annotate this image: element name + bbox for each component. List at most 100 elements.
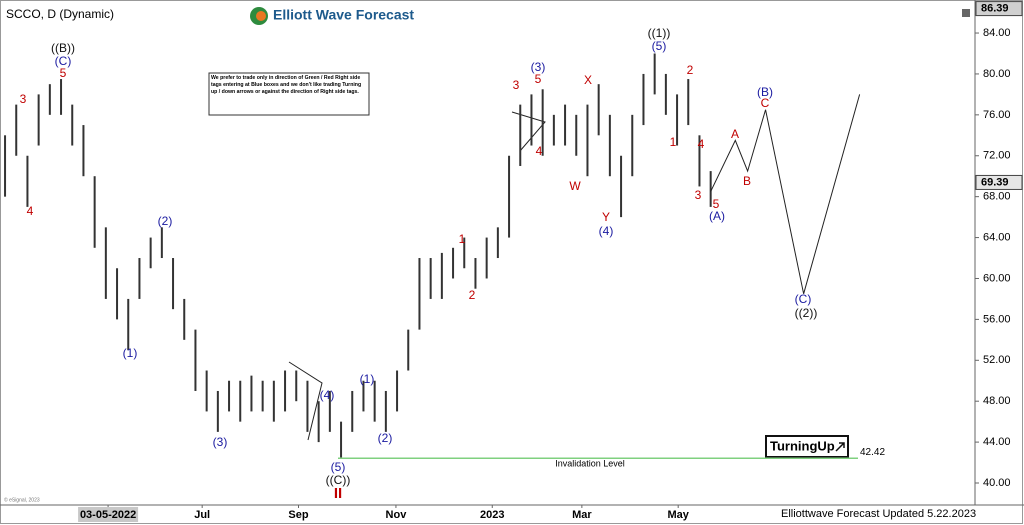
- note: We prefer to trade only in direction of …: [211, 75, 362, 96]
- badge-box: [765, 435, 849, 458]
- price-bar: [127, 298, 130, 351]
- wave-label: ((2)): [795, 306, 818, 320]
- price-bar: [71, 104, 74, 146]
- wave-label: C: [761, 96, 770, 110]
- y-tick-label: 76.00: [983, 109, 1011, 121]
- wave-label: (2): [158, 214, 173, 228]
- wave-label: 1: [459, 232, 466, 246]
- wave-label: B: [743, 174, 751, 188]
- wave-label: 5: [713, 197, 720, 211]
- price-bar: [586, 104, 589, 177]
- wave-label: II: [334, 485, 342, 502]
- copyright: © eSignal, 2023: [4, 496, 40, 503]
- wave-label: (4): [320, 388, 335, 402]
- price-bar: [485, 237, 488, 279]
- price-bar: [642, 73, 645, 126]
- wave-label: W: [569, 179, 581, 193]
- price-bar: [440, 252, 443, 299]
- price-bar: [93, 176, 96, 248]
- price-bar: [138, 258, 141, 299]
- invalidation-label: Invalidation Level: [555, 459, 625, 469]
- wave-label: X: [584, 73, 592, 87]
- y-tick-label: 44.00: [983, 436, 1011, 448]
- price-bar: [272, 380, 275, 422]
- price-bar: [709, 171, 712, 207]
- price-bar: [317, 401, 320, 443]
- price-marker-box: [975, 174, 1023, 190]
- y-tick-label: 64.00: [983, 231, 1011, 243]
- wave-label: 5: [60, 66, 67, 80]
- triangle-line: [511, 111, 546, 152]
- note-text: We prefer to trade only in direction of …: [211, 75, 362, 96]
- wave-label: (C): [795, 292, 812, 306]
- price-bar: [407, 329, 410, 371]
- price-bar: [149, 237, 152, 269]
- price-bar: [474, 258, 477, 289]
- wave-label: (3): [213, 435, 228, 449]
- price-bar: [687, 79, 690, 126]
- y-tick-label: 72.00: [983, 150, 1011, 162]
- price-bar: [295, 370, 298, 402]
- wave-label: 3: [695, 188, 702, 202]
- price-bar: [508, 155, 511, 238]
- x-tick-label: Nov: [386, 509, 408, 521]
- price-bar: [160, 227, 163, 259]
- x-tick-label: 2023: [480, 509, 504, 521]
- price-bar: [48, 84, 51, 115]
- price-bar: [284, 370, 287, 412]
- price-bar: [597, 84, 600, 136]
- price-bar: [351, 390, 354, 432]
- wave-label: Y: [602, 210, 610, 224]
- x-tick-label: 03-05-2022: [80, 509, 136, 521]
- price-bar: [104, 227, 107, 299]
- wave-label: 3: [20, 92, 27, 106]
- chart-title: SCCO, D (Dynamic): [6, 7, 114, 21]
- price-bar: [620, 155, 623, 218]
- price-bar: [664, 73, 667, 115]
- price-bar: [250, 375, 253, 412]
- price-bar: [608, 114, 611, 177]
- price-bar: [328, 390, 331, 432]
- wave-label: 4: [698, 137, 705, 151]
- price-bar: [575, 114, 578, 156]
- triangle-line: [288, 361, 323, 441]
- wave-label: 4: [536, 144, 543, 158]
- price-bar: [396, 370, 399, 412]
- y-tick-label: 60.00: [983, 272, 1011, 284]
- price-bar: [60, 79, 63, 115]
- corner-icon: [962, 9, 970, 17]
- price-bar: [306, 380, 309, 432]
- price-bar: [564, 104, 567, 146]
- price-bar: [429, 258, 432, 299]
- price-bar: [239, 380, 242, 422]
- price-bar: [463, 237, 466, 269]
- wave-label: (5): [331, 460, 346, 474]
- wave-label: 2: [687, 63, 694, 77]
- wave-label: (2): [378, 431, 393, 445]
- note-box: [208, 72, 370, 116]
- badge-arrow: [835, 442, 845, 452]
- price-bar: [496, 227, 499, 259]
- brand: Elliott Wave Forecast: [273, 7, 414, 23]
- price-bar: [373, 380, 376, 422]
- price-bar: [552, 114, 555, 146]
- price-bar: [340, 421, 343, 458]
- price-bar: [183, 298, 186, 340]
- wave-label: 1: [670, 135, 677, 149]
- price-bar: [676, 94, 679, 146]
- wave-label: 4: [27, 204, 34, 218]
- price-bar: [82, 125, 85, 177]
- price-bar: [228, 380, 231, 412]
- y-tick-label: 68.00: [983, 191, 1011, 203]
- price-bar: [216, 390, 219, 432]
- wave-label: (1): [360, 372, 375, 386]
- price-bar: [653, 53, 656, 95]
- price-bar: [261, 380, 264, 412]
- invalidation-value: 42.42: [860, 447, 885, 458]
- badge: TurningUp: [770, 438, 835, 453]
- price-bar: [418, 258, 421, 330]
- price-marker-label: 86.39: [981, 2, 1009, 14]
- wave-label: (5): [652, 39, 667, 53]
